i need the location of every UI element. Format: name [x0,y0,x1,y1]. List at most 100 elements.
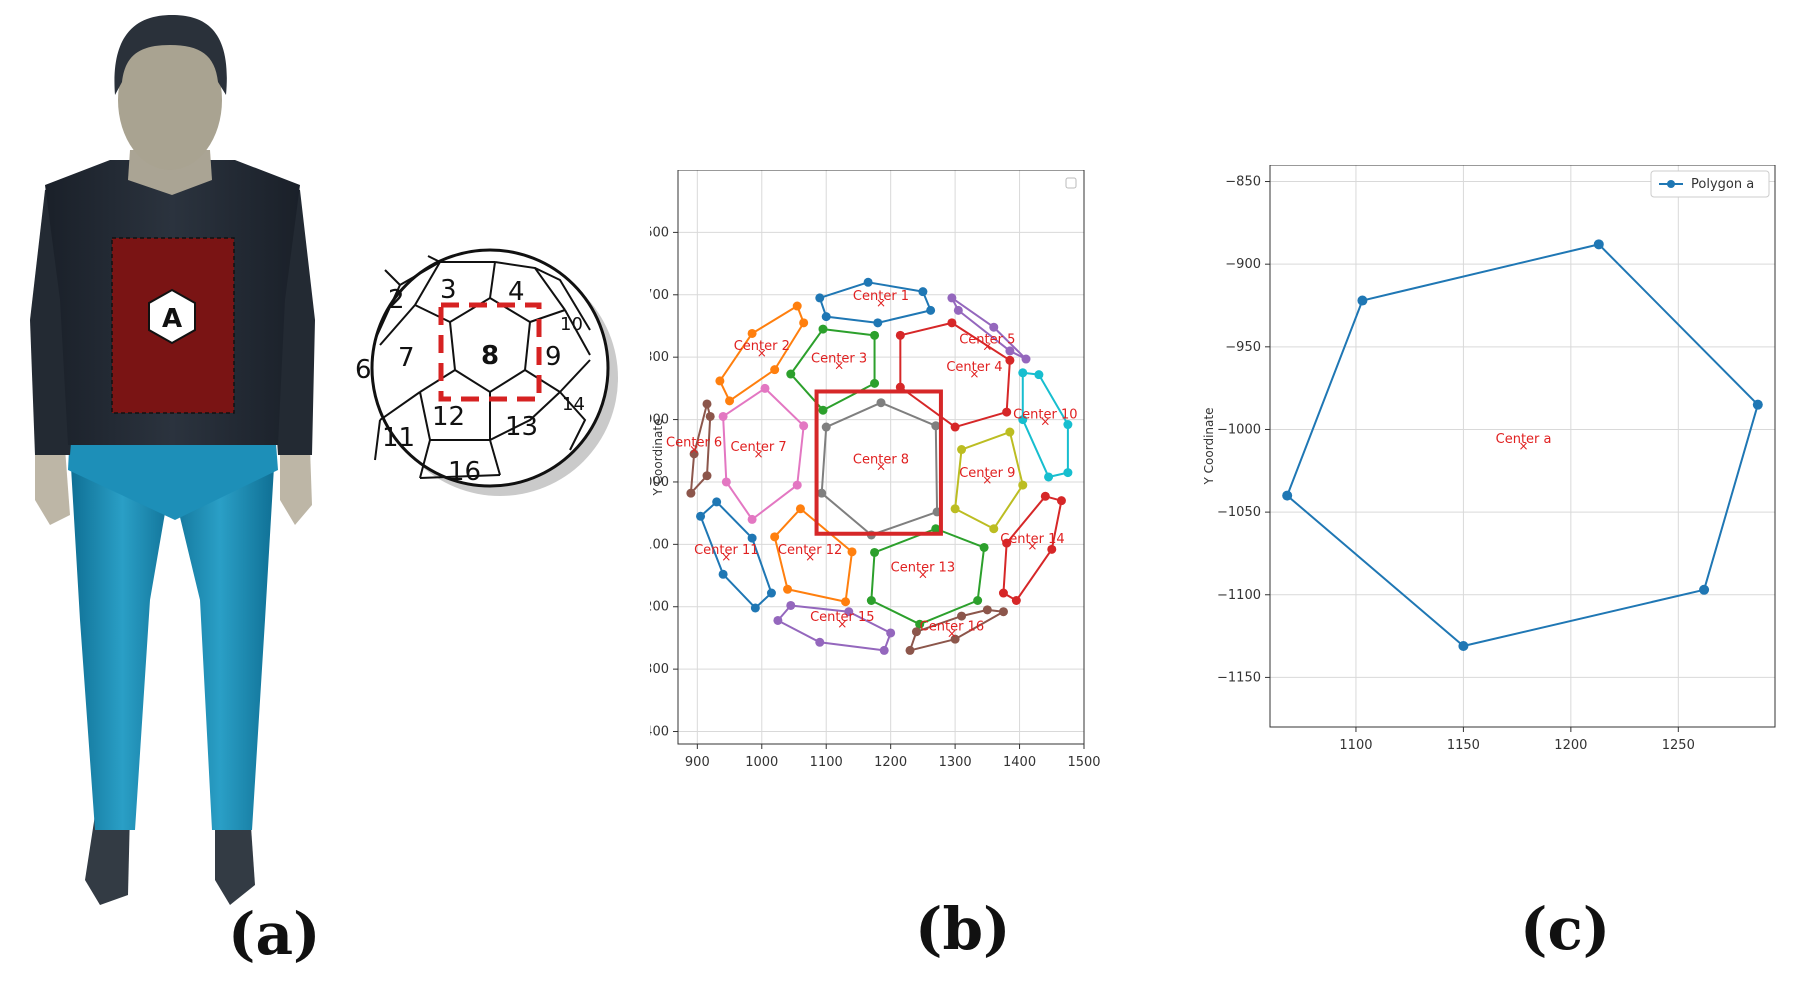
y-tick-label: −1300 [650,662,669,677]
vertex-point [866,596,876,605]
vertex-point [953,305,963,315]
vertex-point [795,504,805,514]
polygon-series: ×Center 4 [895,318,1015,432]
y-axis-label: Y Coordinate [651,419,665,497]
vertex-point [870,330,880,340]
vertex-point [863,277,873,287]
vertex-point [957,611,967,621]
y-tick-label: −950 [1225,340,1261,355]
vertex-point [773,615,783,625]
vertex-point [718,411,728,421]
panel-label-a: (a) [228,900,321,968]
center-marker: × [982,340,992,354]
y-tick-label: −850 [1225,175,1261,190]
vertex-point [1021,354,1031,364]
polygon-series: ×Center 1 [815,277,936,328]
polygon-series: ×Center 9 [950,427,1028,534]
vertex-point [1044,472,1054,482]
polygon-series: ×Center 2 [715,301,809,406]
vertex-point [770,365,780,375]
vertex-point [931,421,941,431]
center-marker: × [1040,414,1050,428]
left-shoe [85,812,130,905]
center-label: Center 1 [853,289,909,304]
center-label: Center 10 [1013,407,1077,422]
vertex-point [747,328,757,338]
vertex-point [747,533,757,543]
right-leg [165,450,275,830]
center-label: Center 6 [666,436,722,451]
panel-label-c: (c) [1520,895,1611,963]
vertex-point [1282,490,1293,501]
polygon-series: ×Center 7 [718,383,809,524]
legend-marker [1667,180,1675,188]
center-label: Center 8 [853,452,909,467]
vertex-point [1005,427,1015,437]
vertex-point [998,607,1008,617]
vertex-point [1357,295,1368,306]
vertex-point [792,301,802,311]
vertex-point [847,547,857,557]
y-tick-label: −700 [650,288,669,303]
vertex-point [1034,370,1044,380]
patch-label: A [162,304,182,334]
center-marker: × [805,550,815,564]
vertex-point [926,305,936,315]
ball-number-4: 4 [508,277,525,307]
vertex-point [1011,596,1021,605]
center-label: Center 9 [959,466,1015,481]
vertex-point [1005,355,1015,365]
vertex-point [712,497,722,507]
center-label: Center 5 [959,333,1015,348]
vertex-point [931,524,941,534]
y-tick-label: −600 [650,225,669,240]
y-tick-label: −1100 [1217,588,1261,603]
vertex-point [750,603,760,613]
y-tick-label: −1150 [1217,670,1261,685]
polygon-centers-chart: 900 1000 1100 1200 1300 1400 1500 −600 −700 −800 −… [625,169,1101,770]
cap [114,15,227,95]
vertex-point [973,596,983,605]
vertex-point [895,330,905,340]
vertex-point [841,597,851,607]
vertex-point [783,584,793,594]
center-label: Center 13 [891,560,955,575]
x-tick-label: 1250 [1662,738,1695,753]
center-marker: × [754,447,764,461]
center-label: Center 11 [694,543,758,558]
center-label: Center a [1496,432,1552,447]
center-marker: × [757,346,767,360]
vertex-point [766,588,776,598]
center-marker: × [1519,439,1529,453]
vertex-point [817,488,827,498]
polygon-series: ×Center 10 [1013,368,1078,482]
vertex-point [982,605,992,615]
vertex-point [792,480,802,490]
vertex-point [1018,368,1028,378]
vertex-point [918,287,928,297]
ball-number-9: 9 [545,342,562,372]
ball-number-7: 7 [398,343,415,373]
figure-b: 900 1000 1100 1200 1300 1400 1500 −600 −700 −800 −… [625,169,1230,870]
vertex-point [905,645,915,655]
vertex-point [947,318,957,328]
plot-area [1269,164,1776,728]
vertex-point [844,607,854,617]
x-tick-label: 1200 [874,755,907,770]
ball-number-12: 12 [432,402,465,432]
vertex-point [989,524,999,534]
vertex-point [998,588,1008,598]
y-tick-label: −800 [650,350,669,365]
polygon-series: ×Center 12 [770,504,857,607]
vertex-point [1063,420,1073,430]
center-label: Center 15 [810,610,874,625]
vertex-point [879,645,889,655]
vertex-point [702,471,712,481]
vertex-point [1002,407,1012,417]
vertex-point [950,634,960,644]
ball-number-8: 8 [481,341,499,371]
legend-entry: Polygon a [1691,177,1754,192]
polygon-series: ×Center 11 [694,497,776,613]
y-axis-label: Y Coordinate [1202,408,1216,486]
vertex-point [870,378,880,388]
